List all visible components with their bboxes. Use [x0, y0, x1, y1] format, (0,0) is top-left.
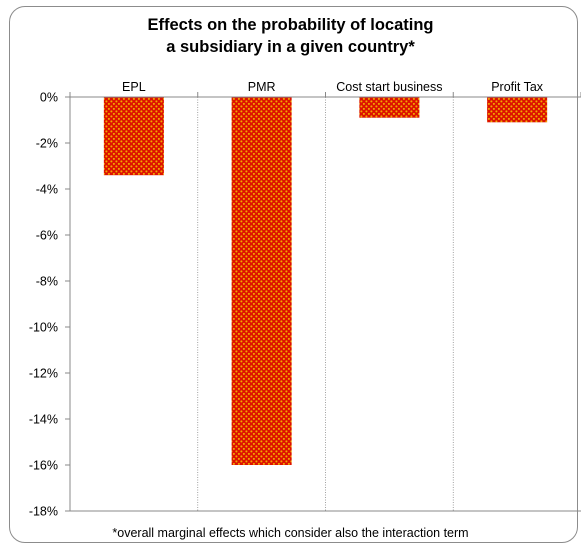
y-tick-label: -6%	[36, 229, 58, 243]
y-tick-label: 0%	[40, 91, 58, 105]
chart-title-line-1: Effects on the probability of locating	[147, 16, 434, 34]
bar-profit-tax	[487, 97, 548, 123]
grid-layer	[197, 97, 454, 511]
category-label: Profit Tax	[491, 80, 544, 94]
label-layer: 0% -2% -4% -6% -8% -10% -12% -14% -16% -18% EPL PMR…	[29, 80, 544, 519]
y-tick-label: -4%	[36, 183, 58, 197]
y-tick-label: -18%	[29, 505, 58, 519]
chart-footnote: *overall marginal effects which consider…	[112, 526, 469, 540]
category-label: EPL	[122, 80, 146, 94]
bar-epl	[103, 97, 164, 176]
chart-frame	[9, 6, 578, 543]
axis-layer	[65, 92, 581, 512]
category-label: Cost start business	[336, 80, 442, 94]
y-tick-label: -16%	[29, 459, 58, 473]
chart-title-line-2: a subsidiary in a given country*	[166, 38, 415, 56]
y-tick-label: -12%	[29, 367, 58, 381]
y-tick-label: -10%	[29, 321, 58, 335]
y-tick-label: -2%	[36, 137, 58, 151]
bar-layer	[103, 97, 548, 465]
y-tick-label: -14%	[29, 413, 58, 427]
bar-cost-start-business	[359, 97, 420, 118]
y-tick-label: -8%	[36, 275, 58, 289]
category-label: PMR	[248, 80, 276, 94]
bar-pmr	[231, 97, 292, 465]
